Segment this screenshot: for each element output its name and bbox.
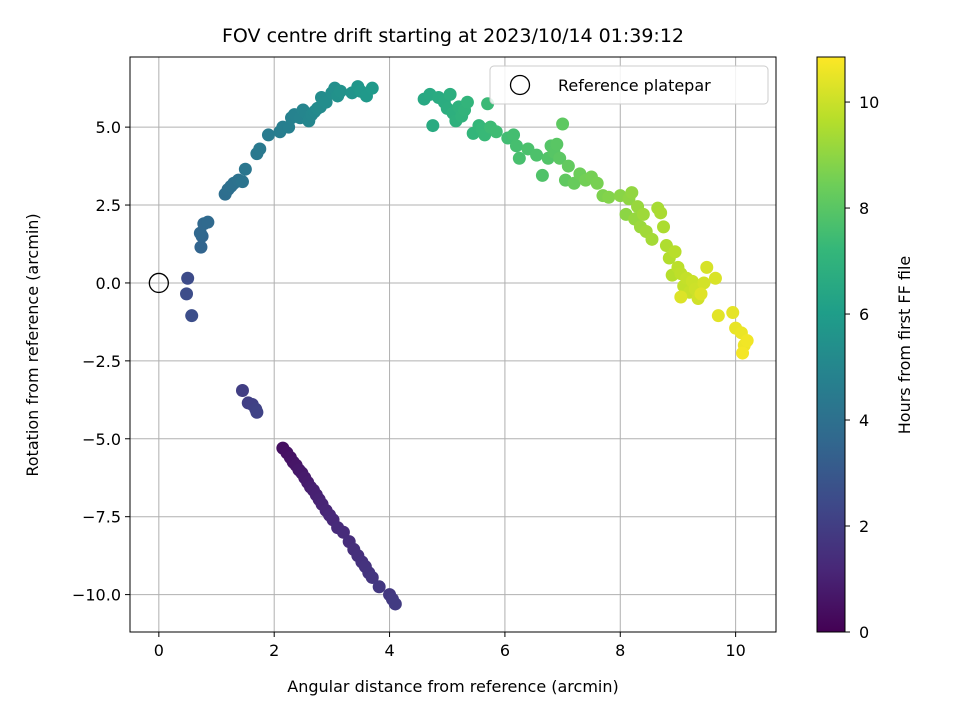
scatter-point bbox=[711, 309, 725, 323]
y-tick-label: 5.0 bbox=[96, 118, 121, 137]
scatter-point bbox=[567, 176, 581, 190]
y-tick-label: −10.0 bbox=[72, 586, 121, 605]
scatter-point bbox=[694, 287, 708, 301]
scatter-point bbox=[460, 95, 474, 109]
scatter-point bbox=[507, 128, 521, 142]
x-tick-label: 6 bbox=[500, 641, 510, 660]
chart-title: FOV centre drift starting at 2023/10/14 … bbox=[222, 25, 684, 47]
scatter-point bbox=[489, 125, 503, 139]
colorbar: 0 2 4 6 8 10 bbox=[816, 56, 879, 642]
x-tick-label: 0 bbox=[154, 641, 164, 660]
scatter-point bbox=[235, 383, 249, 397]
x-tick-label: 4 bbox=[384, 641, 394, 660]
x-tick-label: 2 bbox=[269, 641, 279, 660]
y-tick-label: −7.5 bbox=[82, 508, 121, 527]
scatter-point bbox=[181, 271, 195, 285]
scatter-point bbox=[697, 276, 711, 290]
scatter-point bbox=[736, 346, 750, 360]
y-tick-label: −5.0 bbox=[82, 430, 121, 449]
scatter-point bbox=[590, 176, 604, 190]
scatter-point bbox=[708, 271, 722, 285]
scatter-point bbox=[674, 290, 688, 304]
scatter-point bbox=[319, 95, 333, 109]
x-tick-label: 8 bbox=[615, 641, 625, 660]
scatter-point bbox=[530, 148, 544, 162]
legend-box bbox=[489, 65, 769, 105]
scatter-point bbox=[556, 117, 570, 131]
scatter-point bbox=[194, 240, 208, 254]
scatter-point bbox=[657, 220, 671, 234]
colorbar-tick-label: 10 bbox=[859, 93, 879, 112]
scatter-point bbox=[509, 139, 523, 153]
scatter-point bbox=[700, 260, 714, 274]
colorbar-label: Hours from first FF file bbox=[895, 256, 914, 435]
scatter-point bbox=[740, 334, 754, 348]
scatter-point bbox=[561, 159, 575, 173]
scatter-point bbox=[668, 245, 682, 259]
scatter-point bbox=[336, 525, 350, 539]
scatter-point bbox=[180, 287, 194, 301]
scatter-point bbox=[334, 84, 348, 98]
scatter-point bbox=[365, 81, 379, 95]
data-points bbox=[148, 80, 754, 611]
colorbar-gradient bbox=[816, 56, 846, 633]
scatter-point bbox=[602, 190, 616, 204]
scatter-point bbox=[550, 137, 564, 151]
scatter-point bbox=[261, 128, 275, 142]
scatter-point bbox=[645, 232, 659, 246]
scatter-point bbox=[388, 597, 402, 611]
scatter-point bbox=[426, 119, 440, 133]
scatter-point bbox=[365, 570, 379, 584]
scatter-point bbox=[443, 87, 457, 101]
y-tick-label: 2.5 bbox=[96, 196, 121, 215]
scatter-point bbox=[372, 580, 386, 594]
y-tick-label: 0.0 bbox=[96, 274, 121, 293]
scatter-point bbox=[535, 168, 549, 182]
axes: 0 2 4 6 8 10 −10.0 −7.5 −5.0 −2.5 0.0 2.5 5.0 bbox=[72, 56, 777, 660]
scatter-point bbox=[235, 175, 249, 189]
colorbar-tick-label: 8 bbox=[859, 199, 869, 218]
scatter-point bbox=[636, 207, 650, 221]
legend-label: Reference platepar bbox=[558, 76, 711, 95]
scatter-point bbox=[625, 186, 639, 200]
legend: Reference platepar bbox=[489, 65, 769, 105]
plot-frame bbox=[129, 56, 777, 633]
colorbar-tick-label: 6 bbox=[859, 305, 869, 324]
colorbar-tick-label: 0 bbox=[859, 623, 869, 642]
reference-platepar-marker bbox=[148, 272, 169, 294]
y-axis-label: Rotation from reference (arcmin) bbox=[23, 213, 42, 476]
scatter-point bbox=[654, 206, 668, 220]
x-axis-label: Angular distance from reference (arcmin) bbox=[287, 677, 618, 696]
scatter-point bbox=[512, 151, 526, 165]
colorbar-tick-label: 4 bbox=[859, 411, 869, 430]
x-tick-label: 10 bbox=[725, 641, 745, 660]
y-tick-label: −2.5 bbox=[82, 352, 121, 371]
legend-marker bbox=[509, 74, 531, 96]
scatter-point bbox=[201, 215, 215, 229]
scatter-point bbox=[185, 309, 199, 323]
colorbar-tick-label: 2 bbox=[859, 517, 869, 536]
scatter-point bbox=[726, 306, 740, 320]
grid-lines bbox=[130, 57, 776, 632]
scatter-point bbox=[253, 142, 267, 156]
scatter-point bbox=[238, 162, 252, 176]
scatter-point bbox=[250, 405, 264, 419]
scatter-point bbox=[553, 151, 567, 165]
